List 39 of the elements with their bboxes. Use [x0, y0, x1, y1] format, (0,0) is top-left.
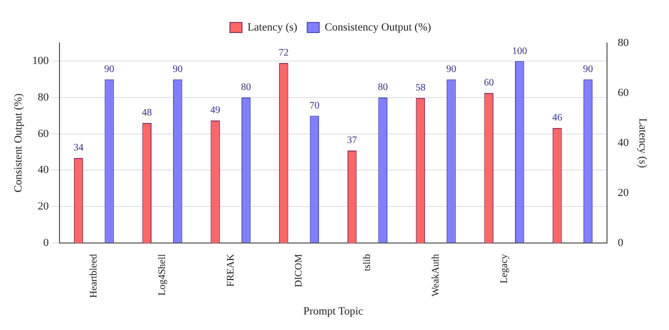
- legend-label: Consistency Output (%): [324, 21, 432, 34]
- data-label: 90: [172, 64, 183, 75]
- data-label: 100: [512, 46, 528, 57]
- data-label: 90: [446, 64, 456, 75]
- data-label: 80: [241, 82, 252, 94]
- x-tick-label: FREAK: [225, 253, 236, 287]
- data-label: 37: [347, 135, 358, 146]
- data-label: 34: [74, 142, 84, 154]
- y2-tick-label: 20: [618, 186, 630, 199]
- legend-label: Latency (s): [247, 21, 298, 34]
- y2-axis-title: Latency (s): [636, 118, 649, 168]
- x-tick-label: Legacy: [498, 254, 510, 284]
- x-tick-label: WeakAuth: [430, 254, 442, 296]
- y-tick-label: 20: [38, 200, 50, 212]
- x-tick-label: DICOM: [294, 254, 305, 288]
- y-tick-label: 60: [38, 128, 50, 140]
- data-label: 49: [210, 105, 220, 116]
- x-tick-label: Heartbleed: [88, 254, 100, 298]
- data-label: 90: [582, 64, 593, 75]
- y2-tick-label: 40: [618, 136, 630, 149]
- data-label: 58: [415, 82, 426, 94]
- data-label: 48: [142, 108, 152, 119]
- y-tick-label: 100: [32, 55, 50, 68]
- y-tick-label: 80: [38, 91, 50, 104]
- data-label: 70: [309, 100, 320, 112]
- x-axis-title: Prompt Topic: [303, 305, 364, 318]
- y2-tick-label: 80: [618, 36, 630, 49]
- data-label: 80: [378, 82, 388, 94]
- y2-tick-label: 0: [618, 236, 624, 249]
- x-tick-label: tslib: [362, 254, 374, 272]
- y2-tick-label: 60: [618, 86, 630, 99]
- x-tick-label: Log4Shell: [156, 254, 168, 296]
- data-label: 46: [552, 112, 562, 124]
- data-label: 90: [104, 64, 114, 75]
- y-axis-title: Consistent Output (%): [12, 93, 24, 192]
- data-label: 72: [278, 48, 289, 59]
- y-tick-label: 0: [43, 236, 50, 249]
- data-label: 60: [484, 78, 494, 89]
- y-tick-label: 40: [38, 164, 50, 176]
